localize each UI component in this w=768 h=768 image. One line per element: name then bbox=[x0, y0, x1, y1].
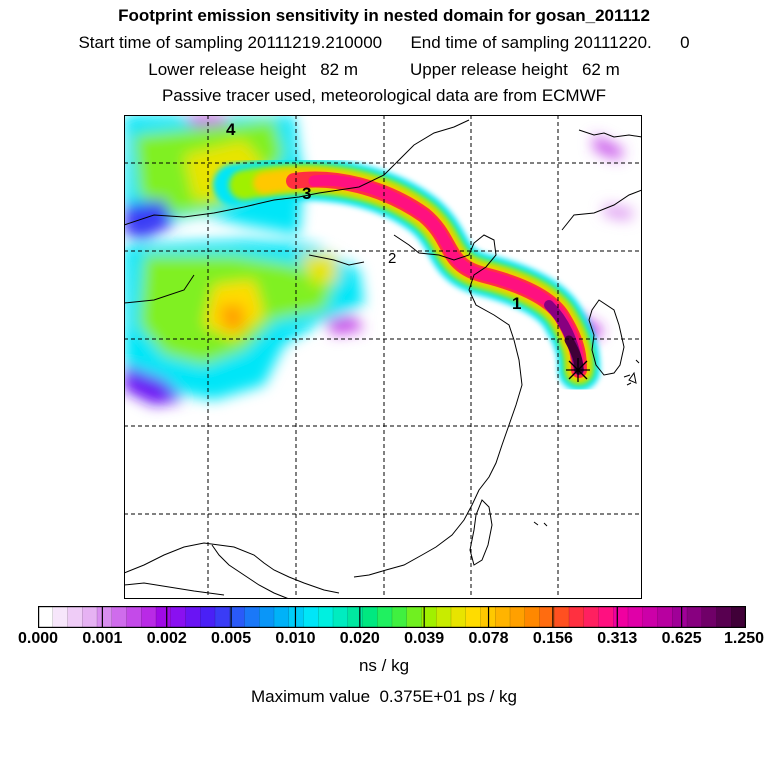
colorbar-segment bbox=[347, 606, 364, 628]
colorbar-segment bbox=[38, 606, 54, 628]
colorbar-tick-label: 1.250 bbox=[723, 630, 765, 647]
colorbar-segment bbox=[82, 606, 98, 628]
colorbar-segment bbox=[406, 606, 423, 628]
colorbar-segment bbox=[510, 606, 526, 628]
tracer-info-line: Passive tracer used, meteorological data… bbox=[161, 86, 607, 105]
colorbar-segment bbox=[244, 606, 260, 628]
colorbar-tick-label: 0.313 bbox=[597, 630, 638, 647]
map-label-1: 1 bbox=[512, 294, 521, 313]
colorbar-segment bbox=[451, 606, 467, 628]
colorbar-segment bbox=[598, 606, 614, 628]
colorbar-segment bbox=[97, 606, 113, 628]
colorbar-tick-label: 0.000 bbox=[17, 630, 59, 647]
map-frame bbox=[124, 115, 642, 599]
colorbar-tick-label: 0.005 bbox=[211, 630, 252, 647]
map-label-4: 4 bbox=[226, 120, 236, 139]
colorbar-segment bbox=[642, 606, 659, 628]
colorbar-segment bbox=[495, 606, 511, 628]
colorbar-segment bbox=[333, 606, 349, 628]
colorbar-segment bbox=[701, 606, 718, 628]
colorbar-segment bbox=[436, 606, 452, 628]
colorbar-units: ns / kg bbox=[358, 656, 410, 675]
colorbar-segment bbox=[303, 606, 319, 628]
colorbar-segment bbox=[687, 606, 703, 628]
colorbar-segment bbox=[554, 606, 570, 628]
colorbar-segment bbox=[524, 606, 541, 628]
colorbar-segment bbox=[583, 606, 600, 628]
colorbar-segment bbox=[731, 606, 746, 628]
maximum-value-label: Maximum value 0.375E+01 ps / kg bbox=[251, 687, 517, 706]
colorbar-segment bbox=[229, 606, 246, 628]
colorbar-segment bbox=[362, 606, 378, 628]
colorbar-segment bbox=[156, 606, 172, 628]
colorbar-segment bbox=[569, 606, 585, 628]
colorbar-tick-label: 0.078 bbox=[468, 630, 509, 647]
colorbar-tick-label: 0.001 bbox=[82, 630, 123, 647]
colorbar-segment bbox=[613, 606, 629, 628]
footprint-map: 1 2 3 4 bbox=[124, 115, 642, 599]
colorbar-segment bbox=[67, 606, 83, 628]
map-label-3: 3 bbox=[302, 184, 311, 203]
colorbar-segment bbox=[392, 606, 408, 628]
colorbar-segment bbox=[288, 606, 305, 628]
colorbar-segment bbox=[259, 606, 275, 628]
colorbar-segment bbox=[657, 606, 673, 628]
colorbar-segment bbox=[465, 606, 482, 628]
colorbar-frame bbox=[38, 606, 746, 628]
colorbar-segment bbox=[126, 606, 142, 628]
receptor-star-icon bbox=[566, 358, 590, 382]
grid-lines bbox=[124, 115, 642, 599]
colorbar-tick-label: 0.020 bbox=[339, 630, 380, 647]
colorbar-segment bbox=[185, 606, 201, 628]
colorbar-segment bbox=[274, 606, 290, 628]
colorbar-segment bbox=[628, 606, 644, 628]
colorbar-tick-label: 0.010 bbox=[275, 630, 316, 647]
colorbar-segment bbox=[111, 606, 128, 628]
colorbar-segment bbox=[377, 606, 393, 628]
colorbar-segment bbox=[421, 606, 437, 628]
colorbar-segment bbox=[52, 606, 69, 628]
colorbar-segment bbox=[215, 606, 231, 628]
colorbar-segment bbox=[539, 606, 555, 628]
colorbar-segment bbox=[318, 606, 334, 628]
colorbar-segment bbox=[672, 606, 688, 628]
footprint-plume-west bbox=[124, 115, 364, 405]
map-label-2: 2 bbox=[388, 250, 396, 267]
colorbar-segment bbox=[170, 606, 187, 628]
colorbar bbox=[38, 606, 746, 628]
plot-title: Footprint emission sensitivity in nested… bbox=[118, 6, 650, 25]
colorbar-tick-label: 0.625 bbox=[661, 630, 702, 647]
colorbar-tick-label: 0.002 bbox=[146, 630, 187, 647]
colorbar-tick-label: 0.039 bbox=[404, 630, 445, 647]
colorbar-tick-label: 0.156 bbox=[532, 630, 573, 647]
colorbar-segment bbox=[200, 606, 216, 628]
colorbar-segment bbox=[716, 606, 732, 628]
sampling-time-line: Start time of sampling 20111219.210000 E… bbox=[78, 33, 690, 52]
release-height-line: Lower release height 82 m Upper release … bbox=[148, 60, 620, 79]
colorbar-segment bbox=[141, 606, 157, 628]
transport-corridor bbox=[213, 158, 600, 391]
